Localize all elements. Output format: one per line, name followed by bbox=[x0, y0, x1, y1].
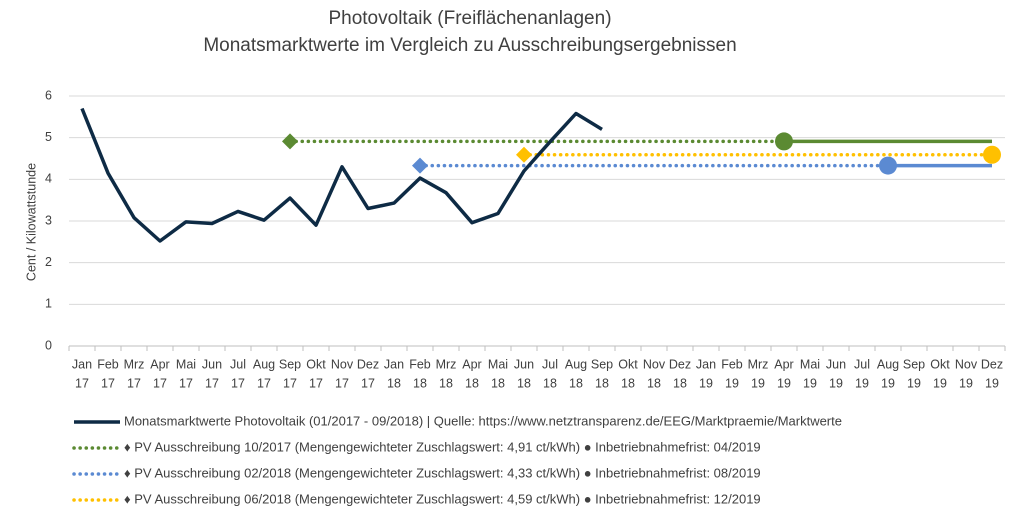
y-tick-label: 1 bbox=[45, 297, 52, 311]
x-tick-label: Apr bbox=[774, 357, 793, 371]
x-tick-label: 18 bbox=[517, 376, 531, 390]
x-tick-label: 17 bbox=[309, 376, 323, 390]
y-axis-label: Cent / Kilowattstunde bbox=[24, 163, 38, 281]
marker bbox=[282, 133, 298, 150]
x-tick-label: Mrz bbox=[436, 357, 457, 371]
marker bbox=[775, 132, 793, 151]
x-tick-label: Dez bbox=[669, 357, 691, 371]
chart-title: Photovoltaik (Freiflächenanlagen) bbox=[328, 8, 611, 29]
x-tick-label: 18 bbox=[491, 376, 505, 390]
x-tick-label: Dez bbox=[981, 357, 1003, 371]
x-tick-label: Jun bbox=[202, 357, 222, 371]
x-tick-label: Feb bbox=[97, 357, 119, 371]
x-tick-label: 17 bbox=[257, 376, 271, 390]
line bbox=[80, 107, 603, 243]
x-tick-label: 19 bbox=[907, 376, 921, 390]
x-tick-label: Sep bbox=[903, 357, 925, 371]
x-tick-label: 19 bbox=[985, 376, 999, 390]
x-tick-label: Aug bbox=[253, 357, 275, 371]
x-tick-label: Mai bbox=[800, 357, 820, 371]
x-tick-label: 19 bbox=[699, 376, 713, 390]
x-tick-label: Mrz bbox=[748, 357, 769, 371]
x-tick-label: 18 bbox=[439, 376, 453, 390]
x-tick-label: Aug bbox=[877, 357, 899, 371]
x-tick-label: Okt bbox=[930, 357, 950, 371]
x-tick-label: 17 bbox=[205, 376, 219, 390]
x-tick-label: Nov bbox=[331, 357, 354, 371]
x-tick-label: Jul bbox=[542, 357, 558, 371]
x-tick-label: Mai bbox=[176, 357, 196, 371]
x-tick-label: 19 bbox=[751, 376, 765, 390]
y-tick-label: 3 bbox=[45, 213, 52, 227]
x-tick-label: Okt bbox=[618, 357, 638, 371]
x-tick-label: Mrz bbox=[124, 357, 145, 371]
marker bbox=[516, 146, 532, 163]
x-tick-label: 18 bbox=[673, 376, 687, 390]
x-tick-label: 19 bbox=[829, 376, 843, 390]
y-tick-label: 4 bbox=[45, 172, 52, 186]
y-tick-label: 6 bbox=[45, 88, 52, 102]
x-tick-label: 18 bbox=[595, 376, 609, 390]
x-tick-label: 17 bbox=[335, 376, 349, 390]
marker bbox=[983, 145, 1001, 164]
x-tick-label: Okt bbox=[306, 357, 326, 371]
x-tick-label: 19 bbox=[959, 376, 973, 390]
x-tick-label: Jan bbox=[384, 357, 404, 371]
x-tick-label: 19 bbox=[881, 376, 895, 390]
x-tick-label: 19 bbox=[933, 376, 947, 390]
x-tick-label: 18 bbox=[621, 376, 635, 390]
x-tick-label: Mai bbox=[488, 357, 508, 371]
legend-label: ♦ PV Ausschreibung 06/2018 (Mengengewich… bbox=[124, 491, 761, 506]
x-tick-label: 17 bbox=[101, 376, 115, 390]
x-tick-label: 17 bbox=[361, 376, 375, 390]
x-tick-label: Feb bbox=[721, 357, 743, 371]
x-tick-label: 17 bbox=[283, 376, 297, 390]
x-tick-label: Jun bbox=[826, 357, 846, 371]
x-tick-label: Sep bbox=[591, 357, 613, 371]
x-tick-label: Jun bbox=[514, 357, 534, 371]
x-tick-label: Aug bbox=[565, 357, 587, 371]
y-tick-label: 5 bbox=[45, 130, 52, 144]
x-tick-label: Sep bbox=[279, 357, 301, 371]
x-tick-label: 19 bbox=[855, 376, 869, 390]
x-tick-label: 17 bbox=[75, 376, 89, 390]
x-tick-label: 19 bbox=[777, 376, 791, 390]
x-tick-label: 18 bbox=[387, 376, 401, 390]
x-tick-label: Apr bbox=[462, 357, 481, 371]
chart-subtitle: Monatsmarktwerte im Vergleich zu Ausschr… bbox=[203, 35, 736, 56]
legend-label: Monatsmarktwerte Photovoltaik (01/2017 -… bbox=[124, 413, 842, 428]
x-tick-label: Jan bbox=[696, 357, 716, 371]
x-tick-label: 18 bbox=[647, 376, 661, 390]
x-tick-label: 17 bbox=[127, 376, 141, 390]
marker bbox=[879, 156, 897, 175]
y-tick-label: 0 bbox=[45, 338, 52, 352]
x-tick-label: 18 bbox=[465, 376, 479, 390]
x-tick-label: Jul bbox=[230, 357, 246, 371]
legend-label: ♦ PV Ausschreibung 02/2018 (Mengengewich… bbox=[124, 465, 761, 480]
y-tick-label: 2 bbox=[45, 255, 52, 269]
x-tick-label: Dez bbox=[357, 357, 379, 371]
legend-label: ♦ PV Ausschreibung 10/2017 (Mengengewich… bbox=[124, 439, 761, 454]
x-tick-label: 17 bbox=[153, 376, 167, 390]
x-tick-label: Apr bbox=[150, 357, 169, 371]
marker bbox=[412, 157, 428, 174]
x-tick-label: 18 bbox=[413, 376, 427, 390]
x-tick-label: Jan bbox=[72, 357, 92, 371]
x-tick-label: Nov bbox=[643, 357, 666, 371]
x-tick-label: 18 bbox=[543, 376, 557, 390]
x-tick-label: 19 bbox=[803, 376, 817, 390]
x-tick-label: Feb bbox=[409, 357, 431, 371]
x-tick-label: Nov bbox=[955, 357, 978, 371]
x-tick-label: 18 bbox=[569, 376, 583, 390]
x-tick-label: Jul bbox=[854, 357, 870, 371]
x-tick-label: 17 bbox=[179, 376, 193, 390]
x-tick-label: 17 bbox=[231, 376, 245, 390]
x-tick-label: 19 bbox=[725, 376, 739, 390]
